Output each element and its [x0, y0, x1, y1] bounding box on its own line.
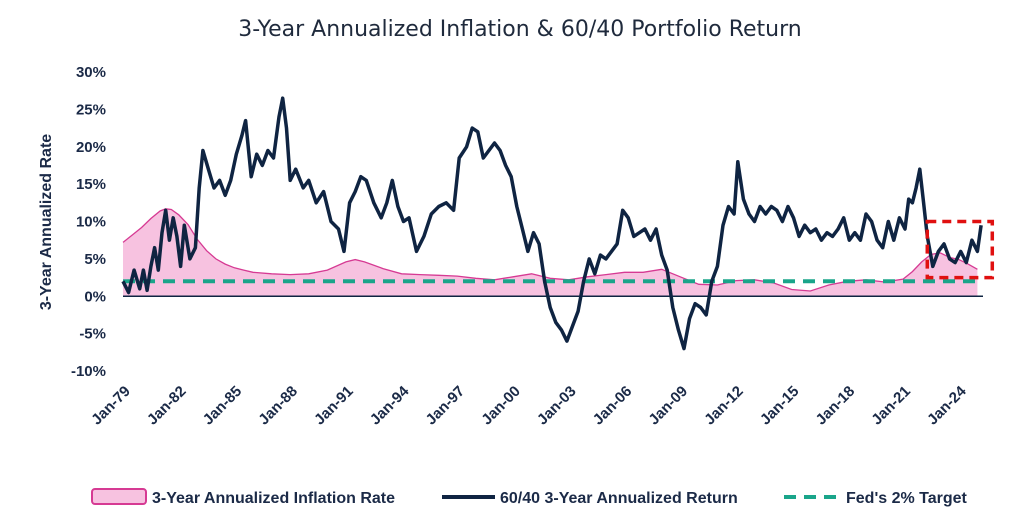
legend-label-portfolio: 60/40 3-Year Annualized Return: [500, 490, 738, 507]
x-tick-label: Jan-85: [200, 383, 246, 429]
x-tick-label: Jan-94: [367, 382, 413, 428]
inflation-area-series: [123, 208, 978, 297]
x-tick-label: Jan-00: [478, 383, 524, 429]
y-tick-label: 25%: [76, 101, 106, 118]
x-tick-label: Jan-79: [88, 383, 134, 429]
x-tick-label: Jan-18: [813, 383, 859, 429]
y-tick-label: -5%: [79, 326, 106, 343]
legend-label-target: Fed's 2% Target: [846, 490, 968, 507]
y-tick-label: -10%: [71, 363, 106, 380]
x-tick-label: Jan-03: [534, 383, 580, 429]
y-axis-label: 3-Year Annualized Rate: [38, 134, 55, 310]
x-tick-label: Jan-91: [311, 383, 357, 429]
legend-item-inflation: 3-Year Annualized Inflation Rate: [91, 488, 395, 507]
x-tick-label: Jan-88: [255, 383, 301, 429]
x-tick-label: Jan-09: [645, 383, 691, 429]
legend-item-portfolio: 60/40 3-Year Annualized Return: [442, 490, 738, 507]
x-tick-label: Jan-21: [868, 383, 914, 429]
highlight-box: [925, 219, 995, 280]
x-tick-label: Jan-15: [757, 383, 803, 429]
x-tick-label: Jan-12: [701, 383, 747, 429]
y-tick-label: 30%: [76, 64, 106, 81]
y-tick-label: 5%: [84, 251, 106, 268]
legend: 3-Year Annualized Inflation Rate 60/40 3…: [91, 488, 968, 507]
x-tick-label: Jan-06: [590, 383, 636, 429]
legend-swatch-inflation: [91, 488, 147, 505]
legend-item-target: Fed's 2% Target: [784, 490, 968, 507]
y-tick-label: 10%: [76, 214, 106, 231]
y-tick-labels: -10% -5% 0% 5% 10% 15% 20% 25% 30%: [71, 64, 106, 380]
y-tick-label: 20%: [76, 139, 106, 156]
y-tick-label: 15%: [76, 176, 106, 193]
portfolio-return-line: [121, 96, 983, 351]
y-tick-label: 0%: [84, 288, 106, 305]
x-tick-label: Jan-82: [144, 383, 190, 429]
x-tick-labels: Jan-79 Jan-82 Jan-85 Jan-88 Jan-91 Jan-94 Jan-…: [88, 382, 970, 428]
chart-title: 3-Year Annualized Inflation & 60/40 Port…: [238, 17, 801, 42]
x-tick-label: Jan-97: [423, 383, 469, 429]
plot-area: [121, 96, 995, 351]
legend-label-inflation: 3-Year Annualized Inflation Rate: [152, 490, 395, 507]
x-tick-label: Jan-24: [924, 382, 970, 428]
